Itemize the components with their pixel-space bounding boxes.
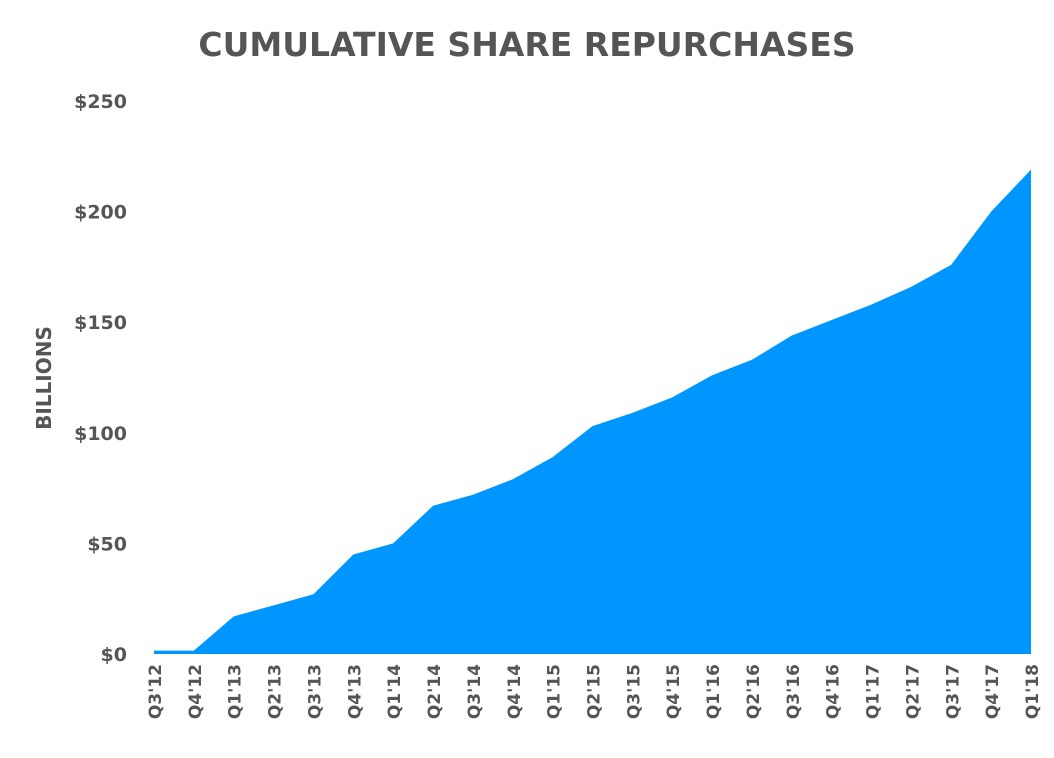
y-tick-label: $150 [74,312,127,334]
x-tick-label: Q4'15 [664,664,684,719]
x-tick-label: Q1'14 [385,664,405,719]
y-tick-label: $200 [74,202,127,224]
x-tick-label: Q4'14 [505,664,525,719]
x-tick-label: Q1'15 [545,664,565,719]
x-axis-ticks: Q3'12 Q4'12 Q1'13 Q2'13 Q3'13 Q4'13 Q1'14 Q2'14… [146,664,1043,719]
x-tick-label: Q2'13 [266,664,286,719]
x-tick-label: Q1'18 [1023,664,1043,719]
x-tick-label: Q3'14 [465,664,485,719]
x-tick-label: Q3'16 [784,664,804,719]
x-tick-label: Q1'16 [704,664,724,719]
x-tick-label: Q3'17 [943,664,963,719]
x-tick-label: Q2'17 [903,664,923,719]
x-tick-label: Q1'13 [226,664,246,719]
x-tick-label: Q3'13 [305,664,325,719]
y-tick-label: $0 [101,644,127,666]
x-tick-label: Q4'12 [186,664,206,719]
x-tick-label: Q2'15 [585,664,605,719]
area-layer [154,169,1031,654]
y-tick-label: $100 [74,423,127,445]
y-tick-label: $250 [74,91,127,113]
x-tick-label: Q2'16 [744,664,764,719]
x-tick-label: Q4'16 [824,664,844,719]
repurchases-area [154,169,1031,654]
x-tick-label: Q3'15 [624,664,644,719]
x-tick-label: Q1'17 [864,664,884,719]
x-tick-label: Q3'12 [146,664,166,719]
chart-title: CUMULATIVE SHARE REPURCHASES [198,25,855,64]
y-axis-ticks: $0 $50 $100 $150 $200 $250 [74,91,127,666]
x-tick-label: Q4'13 [345,664,365,719]
y-tick-label: $50 [87,533,127,555]
y-axis-label: BILLIONS [32,326,56,430]
x-tick-label: Q4'17 [983,664,1003,719]
x-tick-label: Q2'14 [425,664,445,719]
